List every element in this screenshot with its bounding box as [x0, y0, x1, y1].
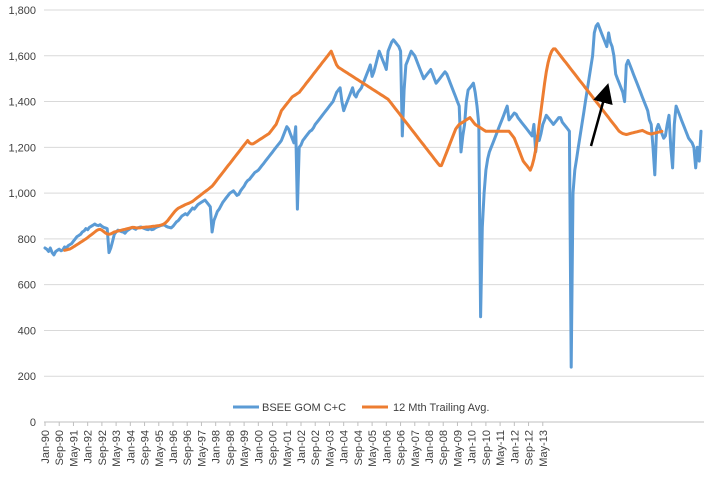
x-tick-label: Sep-12 — [524, 430, 536, 465]
series-line-bsee-gom — [43, 22, 703, 369]
x-tick-label: Sep-94 — [140, 430, 152, 465]
y-tick-label: 1,600 — [8, 51, 36, 63]
series-line-trailing-avg — [63, 47, 664, 252]
x-tick-label: Jan-02 — [296, 430, 308, 464]
y-axis-tick-labels: 0 200 400 600 800 1,000 1,200 1,400 1,600 1,800 — [8, 5, 36, 429]
legend: BSEE GOM C+C 12 Mth Trailing Avg. — [233, 402, 489, 414]
x-tick-label: Jan-98 — [211, 430, 223, 464]
legend-label: BSEE GOM C+C — [262, 402, 346, 414]
x-tick-label: Jan-08 — [424, 430, 436, 464]
x-tick-label: May-13 — [538, 430, 550, 467]
x-tick-label: May-07 — [410, 430, 422, 467]
x-tick-label: May-99 — [239, 430, 251, 467]
x-axis-tick-labels: Jan-90 Sep-90 May-91 Jan-92 Sep-92 May-93 Jan-… — [40, 422, 550, 467]
x-tick-label: Jan-10 — [467, 430, 479, 464]
x-tick-label: Jan-06 — [381, 430, 393, 464]
x-tick-label: Jan-94 — [125, 430, 137, 464]
x-tick-label: May-91 — [68, 430, 80, 467]
x-tick-label: Sep-08 — [438, 430, 450, 465]
x-tick-label: May-11 — [495, 430, 507, 466]
legend-label: 12 Mth Trailing Avg. — [393, 402, 489, 414]
y-tick-label: 1,800 — [8, 5, 36, 17]
x-tick-label: Sep-92 — [97, 430, 109, 465]
y-tick-label: 1,400 — [8, 97, 36, 109]
y-gridlines — [44, 9, 704, 377]
x-tick-label: Sep-06 — [396, 430, 408, 465]
x-tick-label: May-03 — [324, 430, 336, 467]
y-tick-label: 1,200 — [8, 142, 36, 154]
x-tick-label: Sep-90 — [54, 430, 66, 465]
y-tick-label: 1,000 — [8, 188, 36, 200]
y-tick-label: 800 — [18, 234, 36, 246]
x-tick-label: Sep-04 — [353, 430, 365, 465]
x-tick-label: May-01 — [282, 430, 294, 467]
x-tick-label: Jan-96 — [168, 430, 180, 464]
y-tick-label: 0 — [30, 417, 36, 429]
x-tick-label: Jan-92 — [83, 430, 95, 464]
x-tick-label: May-09 — [452, 430, 464, 467]
series-lines — [43, 22, 703, 369]
x-tick-label: Sep-98 — [225, 430, 237, 465]
y-tick-label: 400 — [18, 325, 36, 337]
x-tick-label: Sep-96 — [182, 430, 194, 465]
x-tick-label: Jan-12 — [509, 430, 521, 464]
x-tick-label: May-95 — [154, 430, 166, 467]
x-tick-label: Sep-02 — [310, 430, 322, 465]
y-tick-label: 600 — [18, 280, 36, 292]
x-tick-label: Jan-00 — [253, 430, 265, 464]
annotation-arrow — [589, 83, 613, 147]
x-tick-label: Jan-90 — [40, 430, 52, 464]
annotation-arrow-line — [589, 83, 613, 147]
x-tick-label: Jan-04 — [339, 430, 351, 464]
x-tick-label: May-97 — [196, 430, 208, 467]
y-tick-label: 200 — [18, 371, 36, 383]
x-tick-label: Sep-00 — [268, 430, 280, 465]
x-tick-label: May-05 — [367, 430, 379, 467]
x-tick-label: Sep-10 — [481, 430, 493, 465]
x-tick-label: May-93 — [111, 430, 123, 467]
